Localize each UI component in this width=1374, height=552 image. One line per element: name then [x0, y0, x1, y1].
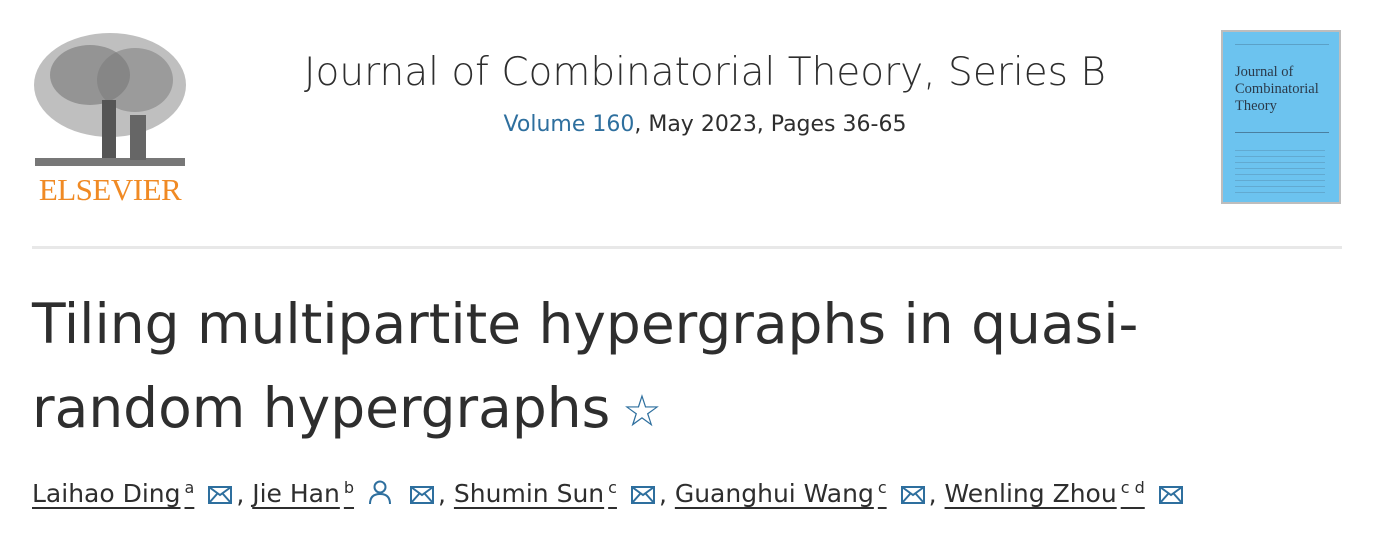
cover-title-line: Journal of: [1235, 64, 1294, 80]
separator: ,: [658, 479, 675, 509]
affiliation-marker[interactable]: b: [343, 478, 355, 497]
tree-logo-icon: [34, 33, 186, 166]
author-name[interactable]: Jie Han b: [252, 478, 355, 509]
separator: ,: [236, 479, 253, 509]
affiliation-marker[interactable]: c: [608, 478, 617, 497]
elsevier-logo[interactable]: ELSEVIER: [30, 30, 190, 208]
author-name[interactable]: Laihao Ding a: [32, 478, 195, 509]
article-title: Tiling multipartite hypergraphs in quasi…: [32, 282, 1232, 454]
affiliation-marker[interactable]: a: [184, 478, 195, 497]
journal-cover[interactable]: Journal of Combinatorial Theory: [1221, 30, 1341, 204]
mail-icon[interactable]: [208, 481, 233, 510]
cover-title-line: Combinatorial: [1235, 81, 1319, 97]
mail-icon[interactable]: [900, 481, 925, 510]
affiliation-marker[interactable]: c: [877, 478, 887, 497]
author-name[interactable]: Wenling Zhou c d: [944, 478, 1145, 509]
elsevier-wordmark: ELSEVIER: [38, 172, 182, 207]
affiliation-marker[interactable]: c d: [1120, 478, 1145, 497]
divider: [32, 246, 1342, 249]
author-name[interactable]: Guanghui Wang c: [674, 478, 887, 509]
journal-title[interactable]: Journal of Combinatorial Theory, Series …: [304, 50, 1106, 95]
author-name[interactable]: Shumin Sun c: [453, 478, 617, 509]
mail-icon[interactable]: [630, 481, 655, 510]
cover-text-lines: [1235, 150, 1325, 194]
author-list: Laihao Ding a, Jie Han b, Shumin Sun c, Gua…: [32, 478, 1187, 511]
person-icon[interactable]: [368, 479, 392, 511]
volume-link[interactable]: Volume 160: [503, 112, 635, 137]
mail-icon[interactable]: [410, 481, 435, 510]
cover-title-line: Theory: [1235, 98, 1277, 114]
article-title-text: Tiling multipartite hypergraphs in quasi…: [32, 292, 1139, 440]
journal-header: Journal of Combinatorial Theory, Series …: [290, 42, 1120, 137]
separator: ,: [928, 479, 945, 509]
cover-title: Journal of Combinatorial Theory: [1235, 64, 1319, 115]
separator: ,: [438, 479, 454, 509]
issue-line: Volume 160, May 2023, Pages 36-65: [290, 112, 1120, 137]
issue-info: , May 2023, Pages 36-65: [634, 112, 907, 137]
mail-icon[interactable]: [1158, 481, 1183, 510]
star-icon[interactable]: ☆: [622, 385, 662, 437]
